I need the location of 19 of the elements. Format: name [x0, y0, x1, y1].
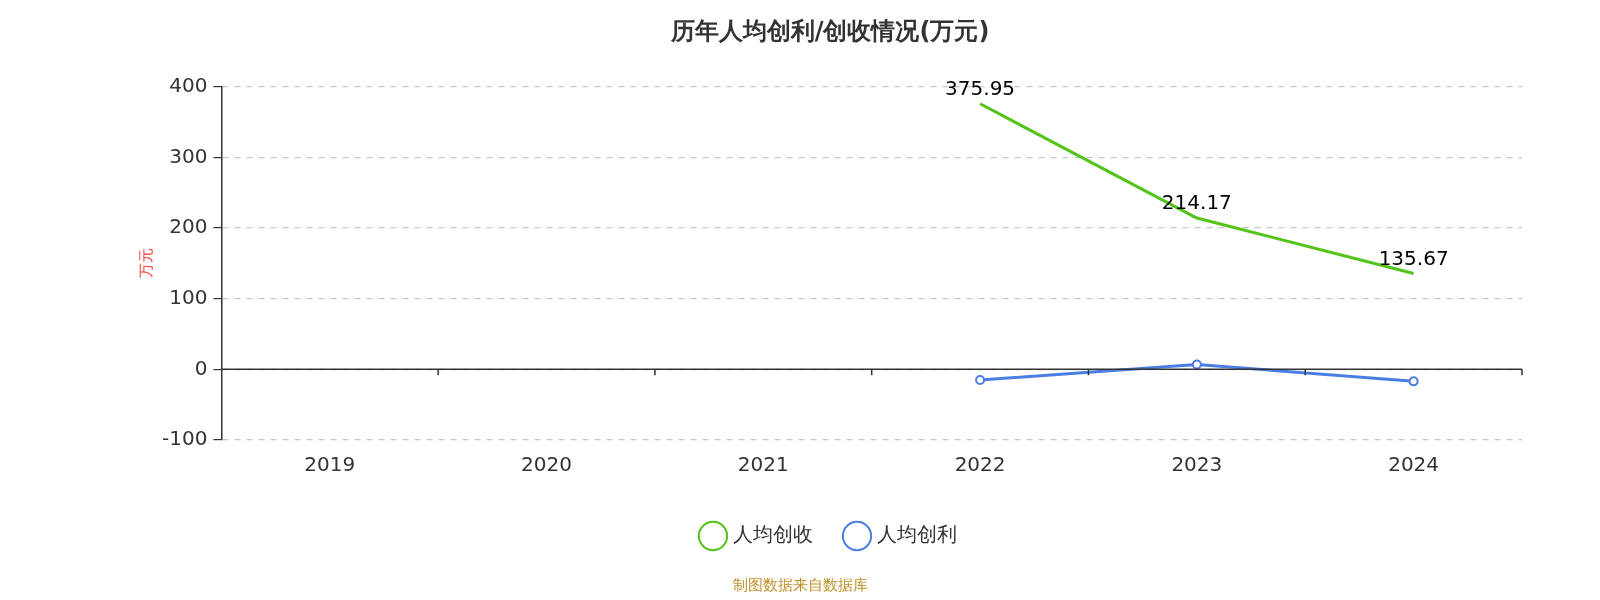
data-label: 135.67	[1378, 245, 1449, 270]
x-tick-label: 2021	[737, 452, 789, 477]
chart-title: 历年人均创利/创收情况(万元)	[669, 16, 990, 45]
legend-label: 人均创利	[877, 522, 957, 547]
y-tick-label: 200	[169, 214, 208, 239]
text: 制图数据来自数据库	[732, 575, 868, 594]
y-tick-label: 0	[194, 355, 208, 380]
data-label: 375.95	[945, 75, 1016, 100]
x-tick-label: 2020	[521, 452, 572, 477]
y-tick-label: 100	[169, 284, 208, 309]
y-tick-label: -100	[162, 426, 208, 451]
x-tick-label: 2023	[1171, 452, 1223, 477]
y-axis-title: 万元	[136, 248, 155, 279]
y-tick-label: 400	[169, 73, 208, 97]
x-tick-label: 2024	[1388, 452, 1440, 477]
y-tick-label: 300	[169, 143, 208, 168]
legend-label: 人均创收	[733, 522, 813, 547]
x-tick-label: 2022	[954, 452, 1006, 477]
x-tick-label: 2019	[304, 452, 356, 477]
